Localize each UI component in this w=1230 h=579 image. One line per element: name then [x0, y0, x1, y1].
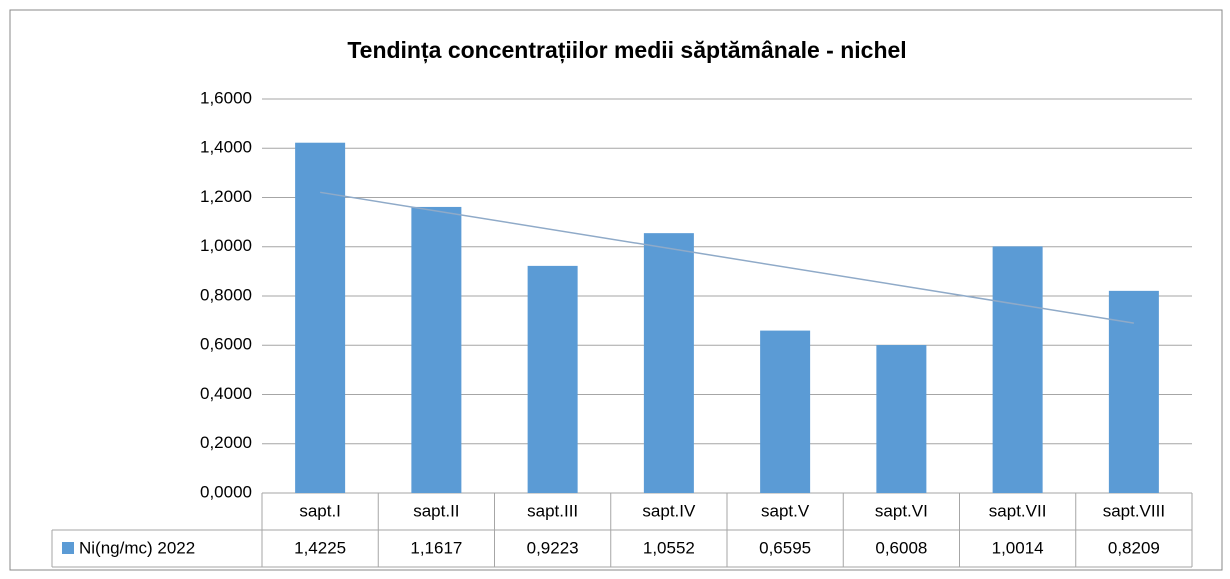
- y-tick-label: 0,0000: [200, 482, 252, 501]
- y-tick-label: 1,0000: [200, 236, 252, 255]
- x-tick-label: sapt.VIII: [1103, 501, 1165, 520]
- bar: [1108, 290, 1159, 493]
- y-tick-label: 0,6000: [200, 335, 252, 354]
- bar: [992, 246, 1043, 493]
- x-tick-label: sapt.VII: [989, 501, 1047, 520]
- x-tick-label: sapt.V: [761, 501, 810, 520]
- bar: [295, 142, 346, 493]
- table-value: 1,0014: [992, 538, 1044, 557]
- table-value: 0,8209: [1108, 538, 1160, 557]
- legend-key: [62, 542, 74, 554]
- bar: [527, 265, 578, 493]
- bar: [411, 206, 462, 493]
- y-tick-label: 0,4000: [200, 384, 252, 403]
- x-tick-label: sapt.III: [527, 501, 578, 520]
- bar: [876, 345, 927, 493]
- y-tick-label: 1,2000: [200, 187, 252, 206]
- table-value: 1,0552: [643, 538, 695, 557]
- table-value: 0,9223: [527, 538, 579, 557]
- chart-title: Tendința concentrațiilor medii săptămâna…: [347, 37, 906, 64]
- table-value: 1,1617: [410, 538, 462, 557]
- x-tick-label: sapt.VI: [875, 501, 928, 520]
- bar: [643, 233, 694, 494]
- y-tick-label: 0,8000: [200, 285, 252, 304]
- y-tick-label: 1,4000: [200, 138, 252, 157]
- bar: [760, 330, 811, 493]
- trendline: [320, 191, 1134, 324]
- table-value: 0,6595: [759, 538, 811, 557]
- table-value: 0,6008: [875, 538, 927, 557]
- y-tick-label: 1,6000: [200, 88, 252, 107]
- legend-label: Ni(ng/mc) 2022: [79, 538, 195, 557]
- table-value: 1,4225: [294, 538, 346, 557]
- y-tick-label: 0,2000: [200, 433, 252, 452]
- x-tick-label: sapt.I: [299, 501, 341, 520]
- x-tick-label: sapt.IV: [642, 501, 696, 520]
- x-tick-label: sapt.II: [413, 501, 459, 520]
